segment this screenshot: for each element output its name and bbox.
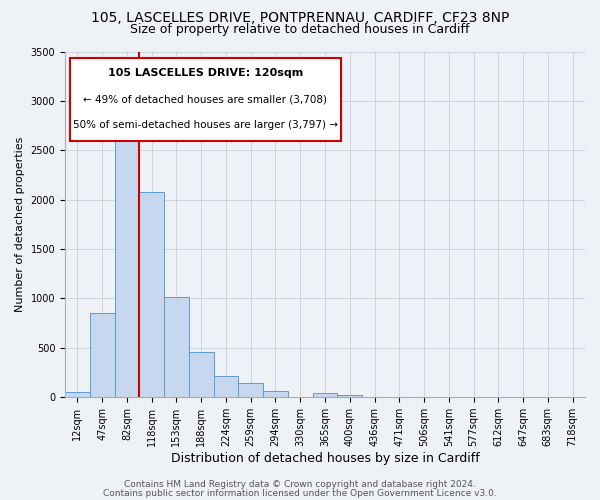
Text: Contains public sector information licensed under the Open Government Licence v3: Contains public sector information licen…	[103, 488, 497, 498]
Bar	[139, 192, 164, 397]
Bar	[214, 376, 238, 397]
Text: Size of property relative to detached houses in Cardiff: Size of property relative to detached ho…	[130, 22, 470, 36]
Bar	[238, 383, 263, 397]
Bar	[65, 392, 90, 397]
X-axis label: Distribution of detached houses by size in Cardiff: Distribution of detached houses by size …	[170, 452, 479, 465]
Text: Contains HM Land Registry data © Crown copyright and database right 2024.: Contains HM Land Registry data © Crown c…	[124, 480, 476, 489]
Text: 105, LASCELLES DRIVE, PONTPRENNAU, CARDIFF, CF23 8NP: 105, LASCELLES DRIVE, PONTPRENNAU, CARDI…	[91, 11, 509, 25]
Bar	[164, 298, 189, 397]
Bar	[337, 395, 362, 397]
Bar	[263, 392, 288, 397]
Text: 50% of semi-detached houses are larger (3,797) →: 50% of semi-detached houses are larger (…	[73, 120, 338, 130]
Text: 105 LASCELLES DRIVE: 120sqm: 105 LASCELLES DRIVE: 120sqm	[108, 68, 303, 78]
Bar	[90, 314, 115, 397]
Y-axis label: Number of detached properties: Number of detached properties	[15, 136, 25, 312]
Bar	[189, 352, 214, 397]
Text: ← 49% of detached houses are smaller (3,708): ← 49% of detached houses are smaller (3,…	[83, 95, 328, 105]
FancyBboxPatch shape	[70, 58, 341, 142]
Bar	[115, 128, 139, 397]
Bar	[313, 394, 337, 397]
